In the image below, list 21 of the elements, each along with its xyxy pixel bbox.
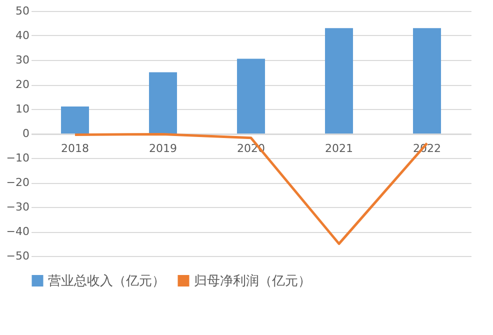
legend-label: 归母净利润（亿元）	[194, 274, 311, 289]
bar	[325, 28, 353, 134]
y-tick-label: 20	[16, 78, 30, 91]
legend-label: 营业总收入（亿元）	[48, 274, 165, 289]
y-tick-label: −50	[6, 250, 30, 262]
y-tick-label: −10	[6, 152, 30, 164]
bar	[61, 106, 89, 134]
y-tick-label: 10	[16, 102, 30, 116]
y-tick-label: −40	[6, 225, 30, 238]
y-tick-label: 40	[16, 29, 30, 42]
x-tick-label: 2019	[149, 142, 177, 155]
y-tick-label: −20	[6, 176, 30, 189]
y-tick-label: 30	[16, 54, 30, 66]
x-tick-label: 2021	[325, 142, 353, 155]
y-tick-label: 50	[16, 4, 30, 18]
bar	[149, 72, 177, 134]
bar	[413, 28, 441, 134]
y-tick-label: −30	[6, 200, 30, 214]
x-tick-label: 2018	[61, 142, 89, 155]
bar	[237, 58, 265, 134]
y-tick-label: 0	[22, 127, 30, 140]
